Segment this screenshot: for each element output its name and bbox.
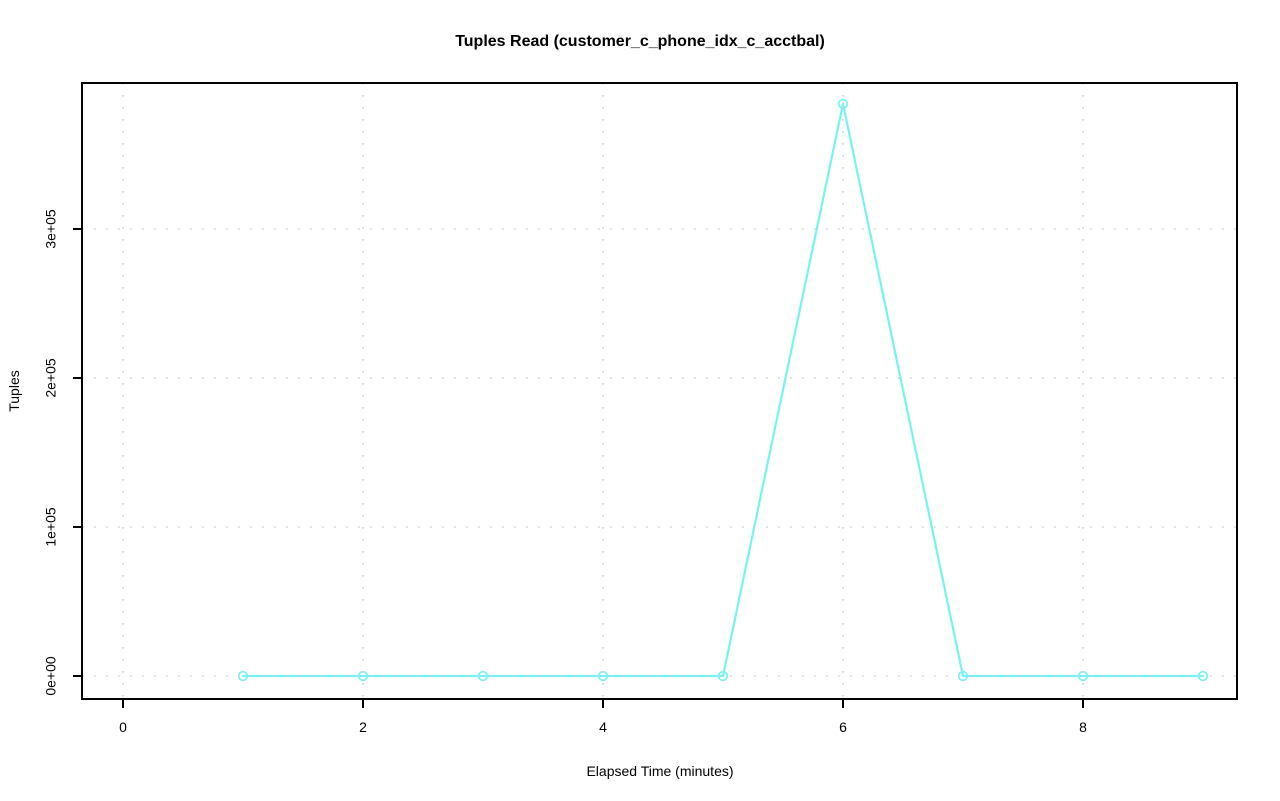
x-tick-label: 8 — [1079, 719, 1087, 735]
axis-ticks — [73, 228, 1084, 708]
x-tick-label: 0 — [119, 719, 127, 735]
y-tick-label: 3e+05 — [43, 209, 59, 249]
plot-border-box — [81, 82, 1238, 700]
series-group — [237, 98, 1209, 682]
y-tick-label: 0e+00 — [43, 656, 59, 696]
chart-title: Tuples Read (customer_c_phone_idx_c_acct… — [455, 33, 825, 50]
x-tick-label: 6 — [839, 719, 847, 735]
x-tick-label: 4 — [599, 719, 607, 735]
y-tick-label: 1e+05 — [43, 507, 59, 547]
tick-labels: 0 2 4 6 8 0e+00 1e+05 2e+05 3e+05 — [43, 209, 1087, 735]
y-tick-label: 2e+05 — [43, 358, 59, 398]
x-tick-label: 2 — [359, 719, 367, 735]
x-axis-title: Elapsed Time (minutes) — [586, 763, 734, 779]
grid-lines — [82, 83, 1237, 699]
series-line-tuples-read — [241, 102, 1205, 678]
